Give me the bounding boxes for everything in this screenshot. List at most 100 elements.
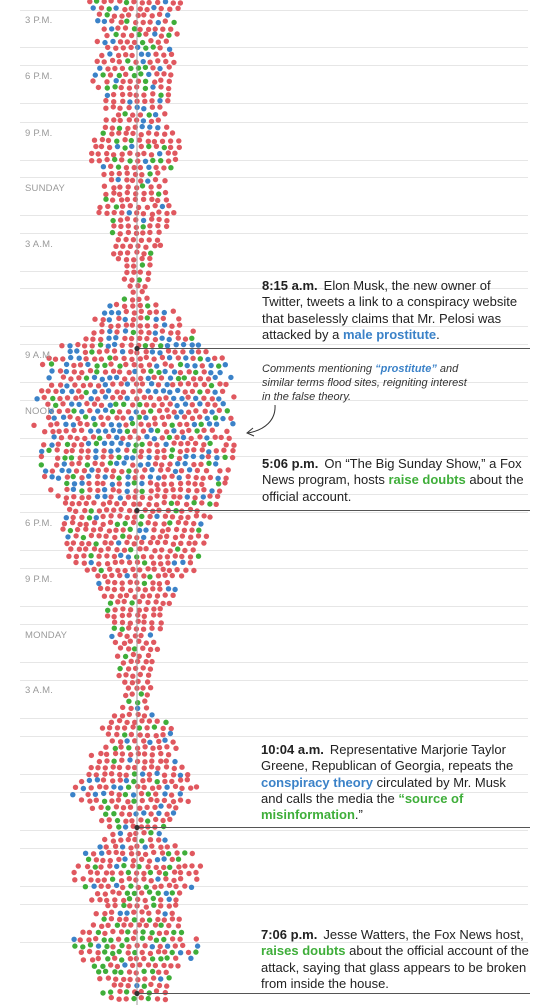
comment-dot [108, 719, 115, 725]
comment-dot [110, 950, 116, 957]
comment-dot [85, 361, 91, 368]
comment-dot [133, 830, 139, 837]
comment-dot [154, 455, 160, 461]
comment-dot [142, 467, 148, 473]
comment-dot [109, 738, 116, 744]
comment-dot [176, 890, 183, 896]
comment-dot [156, 744, 163, 751]
comment-dot [175, 5, 181, 11]
comment-dot [88, 508, 94, 514]
comment-dot [175, 923, 182, 929]
comment-dot [100, 513, 106, 520]
comment-dot [139, 935, 146, 941]
comment-dot [104, 348, 110, 354]
comment-dot [124, 216, 131, 222]
comment-dot [138, 329, 144, 335]
comment-dot [190, 453, 197, 460]
comment-dot [119, 957, 125, 963]
comment-dot [121, 725, 128, 731]
comment-dot [161, 71, 167, 77]
annotation-watters: 7:06 p.m. Jesse Watters, the Fox News hos… [261, 927, 535, 992]
comment-dot [196, 527, 202, 533]
comment-dot [162, 189, 169, 196]
comment-dot [185, 772, 191, 778]
comment-dot [136, 527, 143, 534]
comment-dot [109, 593, 115, 600]
comment-dot [129, 680, 136, 686]
comment-dot [83, 521, 89, 528]
comment-dot [141, 150, 147, 157]
comment-dot [115, 112, 122, 118]
comment-dot [103, 844, 109, 850]
comment-dot [130, 112, 136, 118]
comment-dot [158, 758, 164, 764]
comment-dot [157, 467, 164, 473]
comment-dot [152, 79, 158, 85]
comment-dot [161, 917, 167, 923]
comment-dot [106, 823, 113, 830]
comment-dot [112, 579, 118, 586]
comment-dot [173, 955, 179, 961]
comment-dot [83, 375, 90, 381]
comment-dot [80, 929, 86, 935]
comment-dot [138, 632, 144, 639]
comment-dot [216, 363, 222, 369]
comment-dot [212, 415, 219, 421]
comment-dot [166, 975, 172, 981]
comment-dot [98, 804, 104, 810]
comment-dot [122, 328, 129, 334]
comment-dot [93, 515, 100, 521]
comment-dot [222, 480, 228, 486]
comment-dot [85, 454, 91, 460]
comment-dot [120, 527, 126, 533]
comment-dot [158, 844, 164, 850]
comment-dot [120, 884, 126, 891]
time-label: SUNDAY [25, 183, 66, 194]
comment-dot [124, 18, 130, 24]
comment-dot [114, 963, 121, 970]
comment-dot [201, 442, 207, 448]
comment-dot [87, 942, 94, 948]
comment-dot [109, 633, 115, 640]
comment-dot [164, 218, 170, 224]
comment-dot [171, 494, 177, 500]
comment-dot [142, 343, 149, 349]
comment-dot [79, 514, 85, 520]
comment-dot [105, 975, 112, 981]
comment-dot [158, 92, 164, 98]
comment-dot [98, 5, 105, 11]
comment-dot [141, 560, 148, 566]
comment-dot [94, 891, 101, 897]
comment-dot [128, 5, 134, 12]
comment-dot [118, 837, 124, 843]
comment-dot [138, 51, 145, 57]
comment-dot [120, 435, 126, 441]
comment-dot [102, 891, 109, 897]
comment-dot [141, 830, 147, 836]
comment-dot [154, 71, 160, 77]
comment-dot [131, 890, 138, 897]
comment-dot [102, 474, 108, 480]
comment-dot [186, 467, 193, 473]
comment-dot [109, 440, 115, 446]
comment-dot [203, 533, 210, 539]
comment-dot [117, 572, 123, 579]
comment-dot [139, 838, 145, 844]
comment-dot [217, 468, 223, 474]
comment-dot [141, 580, 148, 587]
comment-dot [71, 494, 77, 500]
comment-dot [163, 969, 169, 975]
comment-dot [125, 554, 132, 560]
comment-dot [151, 4, 157, 11]
comment-dot [104, 613, 111, 619]
comment-dot [151, 138, 158, 145]
comment-dot [169, 447, 176, 453]
comment-dot [172, 586, 178, 593]
comment-dot [147, 255, 153, 262]
comment-dot [182, 336, 189, 342]
comment-dot [147, 666, 154, 672]
comment-dot [145, 818, 151, 824]
comment-dot [147, 441, 153, 447]
comment-dot [127, 620, 133, 626]
comment-dot [165, 85, 172, 92]
